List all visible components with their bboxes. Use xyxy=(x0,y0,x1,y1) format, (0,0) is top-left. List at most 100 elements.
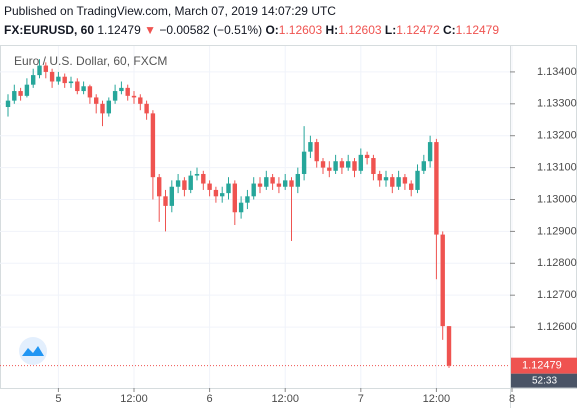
logo xyxy=(19,337,47,365)
candle-body xyxy=(207,183,212,190)
published-note: Published on TradingView.com, March 07, … xyxy=(4,4,336,18)
candle-body xyxy=(220,193,225,197)
candle-body xyxy=(264,177,269,187)
high-value: 1.12603 xyxy=(338,23,382,37)
candle-body xyxy=(112,91,118,101)
candle-body xyxy=(289,180,294,187)
low-value: 1.12472 xyxy=(396,23,440,37)
candle-body xyxy=(144,103,149,114)
candle-body xyxy=(131,95,137,98)
candle-body xyxy=(383,177,389,181)
candle-body xyxy=(232,183,238,213)
candle-body xyxy=(24,84,30,96)
candles xyxy=(0,59,510,368)
candle-body xyxy=(49,71,55,82)
last-price-box xyxy=(511,357,577,374)
candle-body xyxy=(339,161,345,168)
candle-body xyxy=(327,167,332,171)
candle-body xyxy=(314,142,319,162)
close-label: C: xyxy=(443,23,456,37)
candle-body xyxy=(31,75,36,85)
candle-body xyxy=(371,158,376,174)
candle-body xyxy=(81,86,86,92)
candle-body xyxy=(427,142,433,162)
candle-body xyxy=(276,183,282,187)
pane-border xyxy=(0,45,577,389)
candle-body xyxy=(188,175,193,190)
last-price: 1.12479 xyxy=(97,23,141,37)
candle-body xyxy=(94,97,99,104)
candle-body xyxy=(18,91,23,96)
candle-body xyxy=(434,142,439,235)
candle-body xyxy=(175,180,181,187)
candle-body xyxy=(201,173,206,184)
symbol: FX:EURUSD, 60 xyxy=(4,23,94,37)
y-tick-label: 1.13100 xyxy=(537,162,577,174)
y-tick-label: 1.13400 xyxy=(537,66,577,78)
candle-body xyxy=(283,180,288,187)
candle-body xyxy=(446,326,452,366)
candle-body xyxy=(194,173,200,176)
candle-body xyxy=(415,170,420,190)
candle-body xyxy=(5,100,11,108)
candle-body xyxy=(106,100,112,114)
close-value: 1.12479 xyxy=(456,23,500,37)
candle-body xyxy=(396,177,401,187)
y-tick-label: 1.13000 xyxy=(537,193,577,205)
high-label: H: xyxy=(326,23,339,37)
candle-body xyxy=(157,177,162,197)
open-value: 1.12603 xyxy=(279,23,323,37)
candle-body xyxy=(213,189,219,197)
candle-body xyxy=(75,81,80,92)
x-tick-label: 12:00 xyxy=(423,393,451,405)
x-tick-label: 6 xyxy=(207,393,213,405)
candle-body xyxy=(346,161,351,168)
candle-body xyxy=(182,180,187,190)
candle-body xyxy=(238,202,244,213)
countdown-box xyxy=(511,373,577,388)
candle-body xyxy=(421,161,427,171)
candle-body xyxy=(12,91,17,101)
candle-body xyxy=(125,87,130,96)
direction: ▼ xyxy=(144,23,156,37)
candle-body xyxy=(68,81,74,84)
y-tick-label: 1.12800 xyxy=(537,257,577,269)
quote-line: FX:EURUSD, 60 1.12479 ▼ −0.00582 (−0.51%… xyxy=(4,23,499,37)
candle-body xyxy=(56,76,61,82)
candle-body xyxy=(169,186,175,206)
candle-body xyxy=(409,183,414,190)
candle-body xyxy=(320,161,326,168)
open-label: O: xyxy=(265,23,278,37)
candle-body xyxy=(390,177,395,187)
candle-body xyxy=(163,196,168,206)
candle-body xyxy=(257,183,263,187)
candle-body xyxy=(352,161,357,171)
candle-body xyxy=(301,151,307,174)
candle-body xyxy=(333,161,338,171)
x-tick-label: 12:00 xyxy=(120,393,148,405)
y-tick-label: 1.12600 xyxy=(537,321,577,333)
y-tick-label: 1.12900 xyxy=(537,225,577,237)
candle-body xyxy=(251,183,256,197)
candle-body xyxy=(150,113,156,178)
candle-body xyxy=(364,154,370,159)
low-label: L: xyxy=(385,23,396,37)
change: −0.00582 (−0.51%) xyxy=(159,23,262,37)
candle-body xyxy=(308,142,313,152)
y-tick-label: 1.13200 xyxy=(537,130,577,142)
candle-body xyxy=(402,177,408,184)
y-tick-label: 1.12700 xyxy=(537,289,577,301)
candle-body xyxy=(358,154,364,171)
candle-body xyxy=(377,173,382,181)
candle-body xyxy=(43,65,49,72)
countdown: 52:33 xyxy=(532,375,557,386)
candle-body xyxy=(62,76,67,84)
candle-body xyxy=(295,173,301,187)
x-tick-label: 5 xyxy=(55,393,61,405)
candle-body xyxy=(440,234,445,327)
candle-body xyxy=(270,177,275,184)
last-price-label: 1.12479 xyxy=(522,360,562,372)
x-tick-label: 8 xyxy=(509,393,515,405)
x-tick-label: 12:00 xyxy=(271,393,299,405)
